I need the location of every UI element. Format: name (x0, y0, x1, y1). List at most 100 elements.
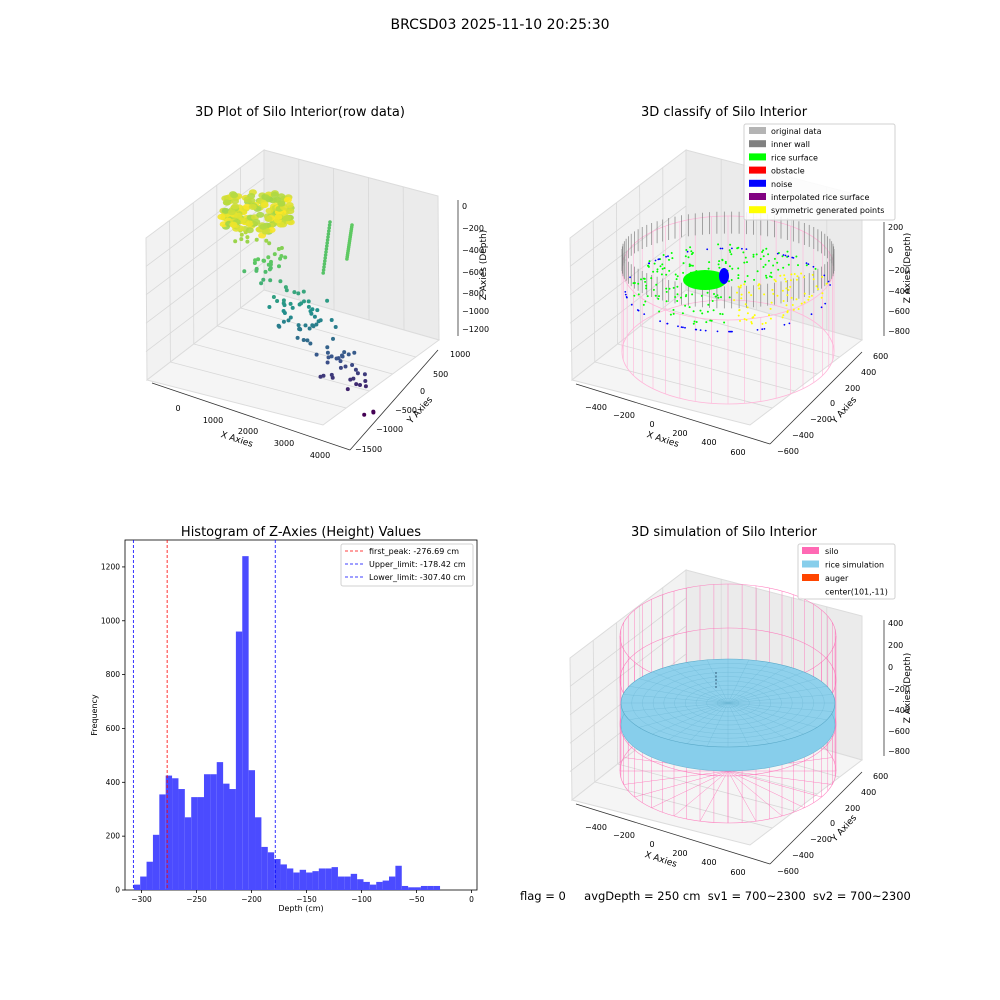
x-tick-label: −300 (131, 895, 152, 904)
raw-data-point (282, 311, 287, 315)
rice-surface-point (730, 253, 733, 256)
histogram-bar (344, 876, 351, 890)
symmetric-point (750, 321, 753, 323)
raw-data-point (329, 318, 334, 322)
rice-surface-point (737, 267, 740, 270)
histogram-bar (172, 778, 179, 890)
noise-point (829, 284, 831, 286)
noise-point (812, 265, 815, 268)
histogram-bar (229, 789, 236, 890)
classify-z-tick: −400 (888, 287, 910, 296)
classify-y-tick: 400 (861, 368, 876, 377)
raw-surface-point (222, 199, 231, 206)
noise-point (730, 330, 732, 333)
symmetric-point (790, 273, 793, 276)
noise-point (659, 320, 661, 323)
rice-surface-point (695, 321, 698, 323)
symmetric-point (803, 292, 806, 295)
histogram-bar (389, 876, 396, 890)
rice-surface-point (724, 260, 727, 263)
rice-surface-point (660, 273, 663, 276)
rice-surface-point (718, 266, 721, 269)
symmetric-point (785, 287, 788, 290)
rice-surface-point (699, 309, 702, 312)
rice-surface-point (659, 265, 662, 268)
legend-label: first_peak: -276.69 cm (369, 547, 459, 556)
classify-plot-title: 3D classify of Silo Interior (641, 105, 808, 120)
raw-data-point (355, 371, 360, 376)
raw-data-point (301, 338, 306, 342)
histogram-bar (350, 873, 358, 890)
rice-surface-point (692, 322, 695, 325)
histogram-bar (255, 817, 262, 890)
rice-surface-point (729, 251, 732, 253)
raw-data-point (259, 281, 264, 286)
rice-surface-point (743, 261, 746, 264)
classify-x-tick: 0 (649, 420, 654, 429)
histogram-bar (427, 885, 434, 890)
classify-y-tick: 600 (873, 352, 888, 361)
raw-data-point (328, 220, 332, 224)
avg-depth-status: avgDepth = 250 cm (584, 889, 701, 903)
raw-surface-point (245, 227, 254, 234)
raw-data-point (362, 412, 367, 417)
symmetric-point (750, 294, 753, 297)
rice-mesh-line (727, 686, 827, 704)
simulation-legend: silo rice simulation auger center(101,-11) (797, 543, 896, 600)
rice-surface-point (729, 243, 732, 246)
raw-data-point (362, 372, 367, 377)
rice-surface-point (730, 279, 733, 281)
rice-mesh-line (727, 702, 818, 728)
raw-surface-point (265, 207, 274, 214)
rice-surface-point (719, 312, 722, 315)
rice-surface-point (711, 300, 714, 302)
rice-surface-point (737, 246, 740, 249)
raw-data-point (305, 338, 310, 343)
rice-surface-point (671, 257, 674, 260)
noise-cluster (719, 268, 729, 284)
rice-mesh-line (727, 702, 804, 735)
figure-title: BRCSD03 2025-11-10 20:25:30 (390, 17, 610, 33)
rice-surface-point (665, 273, 668, 276)
raw-data-point (239, 232, 244, 237)
symmetric-point (737, 314, 740, 317)
silo-floor-line (623, 770, 729, 785)
rice-surface-point (688, 306, 691, 309)
symmetric-point (746, 306, 749, 309)
symmetric-point (791, 304, 794, 306)
raw-y-tick: −1500 (355, 445, 382, 454)
noise-point (677, 325, 679, 328)
raw-surface-point (259, 223, 268, 230)
histogram-bar (420, 885, 428, 890)
rice-surface-point (710, 319, 713, 322)
symmetric-point (748, 291, 750, 294)
noise-point (624, 291, 627, 293)
raw-surface-point (221, 207, 230, 214)
noise-point (694, 328, 697, 331)
raw-data-point (275, 299, 280, 303)
raw-data-point (295, 335, 300, 340)
classify-legend: original data inner wall rice surface obsta… (743, 123, 896, 221)
raw-data-point (307, 326, 312, 331)
grid-line (569, 261, 687, 352)
raw-data-point (345, 387, 350, 392)
grid-line (170, 361, 347, 409)
simulation-x-tick: 400 (701, 858, 716, 867)
rice-surface-point (770, 271, 773, 274)
simulation-y-tick: −400 (792, 851, 814, 860)
grid-line (616, 622, 618, 765)
rice-surface-point (761, 251, 764, 253)
y-tick-label: 600 (106, 724, 121, 733)
histogram-bar (318, 868, 326, 890)
rice-mesh-line (629, 702, 729, 720)
classify-y-tick: 200 (845, 384, 860, 393)
rice-surface-point (684, 304, 687, 307)
raw-data-point (310, 323, 315, 328)
grid-line (145, 261, 265, 352)
raw-data-point (308, 341, 313, 346)
grid-line (617, 763, 795, 812)
simulation-y-tick: 400 (861, 788, 876, 797)
rice-surface-point (805, 264, 808, 267)
grid-line (639, 185, 641, 327)
classify-y-tick: −200 (810, 415, 832, 424)
